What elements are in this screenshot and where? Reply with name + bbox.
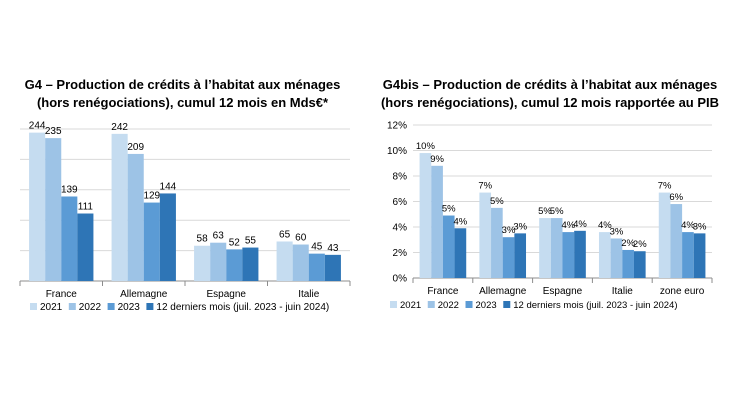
chart-g4bis-title: G4bis – Production de crédits à l’habita…: [380, 77, 720, 110]
g4-data-label: 65: [279, 229, 291, 240]
g4-legend-swatch: [68, 303, 76, 310]
g4-category-label: Allemagne: [120, 289, 168, 300]
g4-bar: [127, 153, 144, 281]
g4-bar: [77, 213, 94, 281]
g4-bar: [111, 133, 128, 281]
g4-legend-label: 2023: [118, 302, 141, 313]
g4-bar: [308, 253, 325, 281]
g4-data-label: 209: [127, 142, 144, 153]
g4-data-label: 52: [229, 237, 241, 248]
g4-data-label: 244: [29, 121, 46, 132]
g4-category-label: France: [46, 289, 78, 300]
g4-data-label: 242: [111, 122, 128, 133]
g4-legend-swatch: [146, 303, 154, 310]
g4-bar: [324, 254, 341, 281]
g4-bar: [210, 242, 227, 281]
g4-data-label: 58: [197, 234, 209, 245]
g4-legend-swatch: [30, 303, 37, 310]
g4-bar: [143, 202, 160, 281]
g4-category-label: Espagne: [207, 289, 247, 300]
g4-bar: [276, 241, 293, 281]
g4-data-label: 55: [245, 236, 257, 247]
g4-data-label: 63: [213, 231, 225, 242]
g4-data-label: 129: [143, 191, 160, 202]
g4-bar: [242, 247, 259, 281]
g4-bar: [61, 196, 78, 281]
g4-data-label: 45: [311, 242, 323, 253]
g4-legend-swatch: [107, 303, 115, 310]
g4-bar: [226, 249, 243, 281]
g4-bar: [29, 132, 46, 281]
g4-legend-label: 2022: [79, 302, 102, 313]
g4-legend-label: 12 derniers mois (juil. 2023 - juin 2024…: [156, 302, 329, 313]
g4-data-label: 144: [160, 181, 177, 192]
g4-legend-label: 2021: [40, 302, 63, 313]
g4-bar: [194, 245, 211, 281]
chart-g4-title: G4 – Production de crédits à l’habitat a…: [24, 77, 341, 110]
g4-data-label: 43: [327, 243, 339, 254]
g4-data-label: 111: [78, 202, 94, 213]
g4-bar: [159, 193, 176, 281]
g4-data-label: 235: [45, 126, 62, 137]
g4-data-label: 60: [295, 233, 307, 244]
g4-bar: [292, 244, 309, 281]
g4-category-label: Italie: [298, 289, 320, 300]
g4-data-label: 139: [61, 184, 78, 195]
g4-bar: [45, 138, 62, 281]
